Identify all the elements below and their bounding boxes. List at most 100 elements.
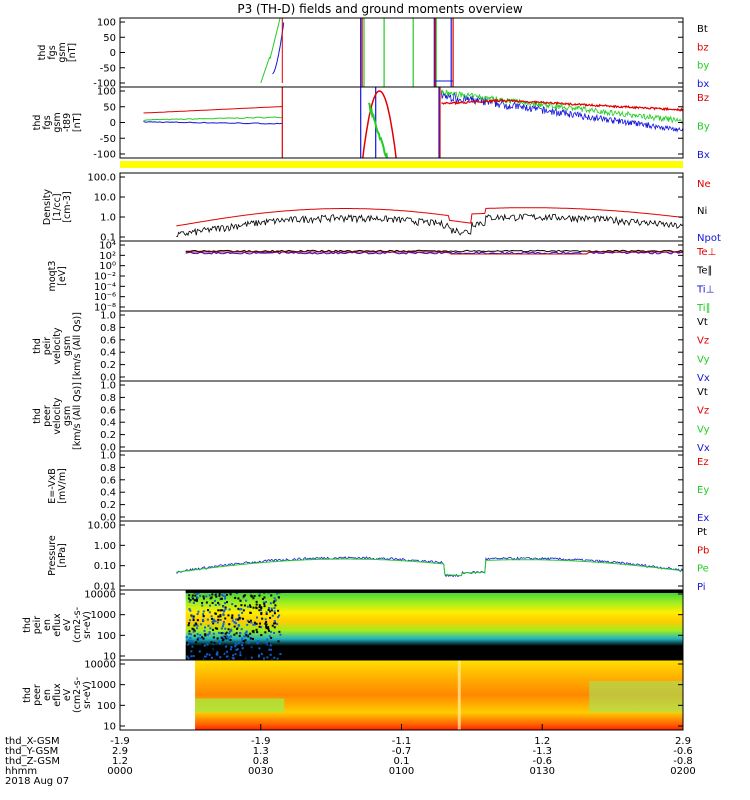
spectrogram-pixel (254, 650, 257, 653)
colorbar-tick-label: 10³ (707, 641, 723, 652)
legend-item-vt: Vt (697, 317, 708, 328)
legend-item-pt: Pt (697, 527, 707, 538)
spectrogram-pixel (222, 614, 225, 617)
spectrogram-pixel (265, 641, 268, 644)
y-axis-label: thd (32, 338, 43, 354)
spectrogram-pixel (188, 594, 191, 597)
spectrogram-pixel (234, 653, 237, 656)
spectrogram-pixel (187, 639, 190, 642)
spectrogram-pixel (255, 658, 258, 660)
legend-item-ti∥: Ti∥ (696, 303, 711, 314)
legend-item-vx: Vx (697, 443, 710, 454)
spectrogram-pixel (255, 600, 258, 603)
colorbar-tick-label: 10⁶ (707, 611, 723, 622)
spectrogram-pixel (243, 652, 246, 655)
colorbar (692, 590, 703, 660)
panel-pressure: 10.00 1.00 0.10 0.01 Pressure [nPa] Pt Pb Pe Pi (47, 520, 709, 593)
spectrogram-pixel (234, 618, 237, 621)
spectrogram-pixel (205, 601, 208, 604)
legend-item-ni: Ni (697, 206, 707, 217)
spectrogram-pixel (217, 615, 220, 618)
legend-item-pb: Pb (697, 545, 709, 556)
spectrogram-pixel (222, 645, 225, 648)
spectrogram-pixel (204, 626, 207, 629)
y-tick-label: 100 (97, 701, 116, 712)
y-axis-label: gsm (52, 112, 63, 132)
spectrogram-pixel (250, 621, 253, 624)
y-tick-label: 0.6 (100, 475, 116, 486)
spectrogram-pixel (269, 644, 272, 647)
spectrogram-pixel (255, 606, 258, 609)
spectrogram-pixel (244, 639, 247, 642)
y-axis-label: [1/cc] (52, 193, 63, 220)
spectrogram-pixel (270, 648, 273, 651)
time-axis-value: 2.9 (675, 736, 691, 747)
colorbar (692, 660, 703, 730)
spectrogram-pixel (208, 632, 211, 635)
y-tick-label: 1000 (91, 610, 116, 621)
spectrogram-pixel (222, 605, 225, 608)
panel-peer-spectrogram: 10⁸ 10⁶ 10⁴ 10² [eV/(cm^2-sec-sr-eV)] (All Q… (22, 659, 703, 733)
spectrogram-pixel (234, 645, 237, 648)
spectrogram-pixel (215, 595, 218, 598)
y-tick-label: 0.6 (100, 405, 116, 416)
y-axis-label: thd (22, 617, 33, 633)
spectrogram-pixel (199, 634, 202, 637)
spectrogram-pixel (225, 650, 228, 653)
legend-item-pi: Pi (697, 582, 706, 593)
spectrogram-pixel (276, 592, 279, 595)
spectrogram-pixel (197, 610, 200, 613)
spectrogram-pixel (186, 641, 189, 644)
pe-trace (176, 558, 683, 577)
spectrogram-pixel (238, 646, 241, 649)
spectrogram-pixel (222, 623, 225, 626)
spectrogram-pixel (236, 626, 239, 629)
time-axis-value: 1.2 (534, 736, 550, 747)
time-axis-row-label: thd_Z-GSM (5, 756, 60, 767)
time-axis-value: -0.6 (673, 746, 693, 757)
spectrogram-pixel (243, 643, 246, 646)
spectrogram-pixel (247, 635, 250, 638)
legend-item-vz: Vz (697, 406, 709, 417)
spectrogram-pixel (232, 652, 235, 655)
spectrogram-pixel (247, 653, 250, 656)
spectrogram-pixel (210, 641, 213, 644)
y-tick-label: 0.2 (100, 500, 116, 511)
panel-plot-area: 10⁸ 10⁶ 10⁴ 10² [eV/(cm^2-sec-sr-eV)] (All Q… (195, 660, 703, 730)
spectrogram-pixel (209, 597, 212, 600)
spectrogram-pixel (273, 607, 276, 610)
spectrogram-pixel (187, 643, 190, 646)
spectrogram-pixel (276, 616, 279, 619)
legend-item-bt: Bt (697, 24, 708, 35)
spectrogram-pixel (214, 593, 217, 596)
spectrogram-pixel (195, 641, 198, 644)
spectrogram-pixel (201, 604, 204, 607)
spectrogram-pixel (268, 635, 271, 638)
spectrogram-pixel (241, 617, 244, 620)
y-axis-label: thd (22, 687, 33, 703)
spectrogram-pixel (192, 628, 195, 631)
spectrogram-pixel (211, 601, 214, 604)
spectrogram-pixel (274, 604, 277, 607)
y-tick-label: 10000 (84, 660, 116, 671)
legend-item-te∥: Te∥ (696, 266, 713, 277)
y-axis-label: gsm (57, 42, 68, 62)
spectrogram-pixel (250, 594, 253, 597)
spectrogram-pixel (247, 633, 250, 636)
spectrogram-pixel (192, 597, 195, 600)
spectrogram-pixel (209, 604, 212, 607)
spectrogram-pixel (214, 604, 217, 607)
spectrogram-pixel (231, 657, 234, 660)
spectrogram-pixel (211, 620, 214, 623)
spectrogram-pixel (270, 658, 273, 660)
spectrogram-pixel (213, 641, 216, 644)
spectrogram-pixel (266, 656, 269, 659)
spectrogram-pixel (199, 594, 202, 597)
spectrogram-pixel (264, 631, 267, 634)
spectrogram-pixel (202, 653, 205, 656)
spectrogram-pixel (238, 634, 241, 637)
panel-peir-velocity: 1.00.80.6 0.40.2 0.0 thd peir velocity gsm [km/… (32, 310, 710, 384)
spectrogram-pixel (234, 596, 237, 599)
